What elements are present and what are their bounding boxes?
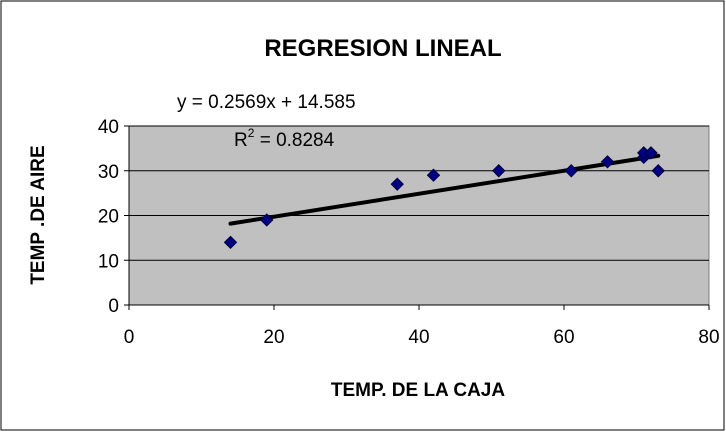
- y-tick-label: 30: [98, 162, 119, 183]
- r-squared-value: = 0.8284: [254, 130, 334, 151]
- data-point: [644, 146, 658, 160]
- r-squared-symbol: R: [234, 130, 248, 151]
- y-tick-label: 20: [98, 207, 119, 228]
- data-point: [564, 164, 578, 178]
- data-points: [223, 146, 665, 250]
- axes: [124, 125, 710, 310]
- data-point: [651, 164, 665, 178]
- x-tick-label: 80: [698, 327, 719, 348]
- x-tick-label: 60: [553, 327, 574, 348]
- y-tick-label: 40: [98, 117, 119, 138]
- x-tick-labels: 0 20 40 60 80: [124, 327, 720, 348]
- trendline-layer: [228, 153, 661, 226]
- y-tick-labels: 0 10 20 30 40: [98, 117, 119, 317]
- trendline: [228, 153, 661, 226]
- gridlines: [129, 125, 709, 261]
- r-squared-label: R2 = 0.8284: [234, 126, 335, 151]
- data-point: [600, 155, 615, 169]
- data-point: [223, 235, 238, 250]
- r-squared-exponent: 2: [248, 126, 255, 140]
- data-point: [390, 177, 404, 191]
- x-axis-label: TEMP. DE LA CAJA: [331, 380, 505, 401]
- data-point: [492, 164, 506, 178]
- data-point: [260, 213, 274, 227]
- x-tick-label: 20: [263, 327, 284, 348]
- data-point: [426, 168, 441, 182]
- trendline-equation: y = 0.2569x + 14.585: [177, 92, 356, 113]
- chart-title: REGRESION LINEAL: [264, 35, 501, 62]
- y-tick-label: 0: [108, 296, 119, 317]
- x-tick-label: 40: [408, 327, 429, 348]
- y-axis-label: TEMP .DE AIRE: [28, 145, 49, 284]
- y-tick-label: 10: [98, 251, 119, 272]
- x-tick-label: 0: [124, 327, 135, 348]
